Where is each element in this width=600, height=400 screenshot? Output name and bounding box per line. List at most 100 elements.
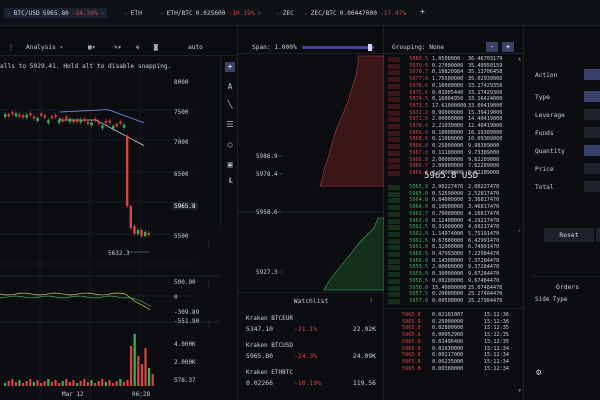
add-tab-button[interactable]: + bbox=[420, 7, 425, 16]
ask-row[interactable]: 5967.0 0.11100000 9.73389000 bbox=[388, 150, 508, 157]
bid-row[interactable]: 5961.5 0.67800000 6.42991470 bbox=[388, 238, 508, 245]
type-select[interactable] bbox=[584, 91, 600, 102]
bid-row[interactable]: 5965.0 0.52590000 2.52817470 bbox=[388, 191, 508, 198]
ask-row[interactable]: 5980.5 1.0500000 36.46703179 bbox=[388, 56, 508, 63]
row-total: 35.13706458 bbox=[468, 69, 503, 76]
volume-bar bbox=[151, 374, 154, 386]
scroll-up-icon[interactable]: ▲ bbox=[518, 56, 522, 62]
save-icon[interactable]: ▣ bbox=[227, 160, 233, 169]
star-icon[interactable]: ☆ bbox=[124, 9, 128, 17]
scale-mode-button[interactable]: auto bbox=[188, 44, 203, 51]
price-field[interactable] bbox=[584, 163, 600, 174]
ask-row[interactable]: 5978.7 0.10820984 35.13706458 bbox=[388, 69, 508, 76]
bid-row[interactable]: 5957.0 0.00500000 25.27984470 bbox=[388, 298, 508, 305]
star-icon[interactable]: ☆ bbox=[276, 9, 280, 17]
span-slider-handle[interactable] bbox=[368, 44, 372, 51]
ask-row[interactable]: 5977.6 1.75500000 35.02939000 bbox=[388, 76, 508, 83]
depth-bar bbox=[388, 205, 400, 211]
reset-button[interactable]: Reset bbox=[544, 228, 594, 242]
crosshair-icon[interactable]: + bbox=[225, 62, 235, 72]
ask-row[interactable]: 5968.6 0.11000000 10.09389000 bbox=[388, 136, 508, 143]
orderbook-scrollbar[interactable]: ▲ ▸ ▼ bbox=[518, 56, 522, 396]
ask-row[interactable]: 5973.5 17.61000000 33.00419000 bbox=[388, 103, 508, 110]
watchlist-item[interactable]: Kraken BTCEUR 5347.10 -21.1% 22.92K bbox=[246, 315, 376, 341]
watchlist-item[interactable]: Kraken BTCUSD 5965.80 -24.3% 24.09K bbox=[246, 342, 376, 368]
ask-row[interactable]: 5966.9 2.00000000 9.62289000 bbox=[388, 157, 508, 164]
leverage-select[interactable] bbox=[584, 109, 600, 120]
ask-row[interactable]: 5976.6 0.10000000 33.27429350 bbox=[388, 83, 508, 90]
menu-icon[interactable]: ⋮ bbox=[8, 44, 15, 51]
bid-row[interactable]: 5960.0 0.14300000 7.37284470 bbox=[388, 258, 508, 265]
submit-button[interactable] bbox=[596, 228, 600, 242]
star-icon[interactable]: ☆ bbox=[304, 9, 308, 17]
scroll-down-icon[interactable]: ▼ bbox=[518, 388, 522, 394]
bid-row[interactable]: 5959.5 2.00000000 9.37284470 bbox=[388, 264, 508, 271]
gear-icon[interactable]: ⚙ bbox=[536, 368, 542, 378]
bid-row[interactable]: 5964.0 0.10000000 3.46817470 bbox=[388, 204, 508, 211]
grouping-plus-button[interactable]: + bbox=[502, 42, 514, 52]
bid-row[interactable]: 5958.0 15.40000000 25.07484470 bbox=[388, 285, 508, 292]
close-icon[interactable]: × bbox=[100, 9, 105, 17]
panel-menu-icon: ⋮ bbox=[206, 281, 212, 288]
help-icon[interactable]: ? bbox=[369, 297, 373, 305]
ticker-tab-btcusd[interactable]: ☆ BTC/USD 5965.80 -24.39% × bbox=[4, 8, 108, 18]
ask-row[interactable]: 5968.0 0.25000000 9.98389000 bbox=[388, 143, 508, 150]
measure-icon[interactable]: ╙ bbox=[227, 178, 233, 187]
total-field[interactable] bbox=[584, 181, 600, 192]
layout-icon[interactable]: ▦▾ bbox=[88, 44, 96, 51]
candle bbox=[11, 112, 14, 115]
row-size: 0.16004950 bbox=[432, 96, 464, 103]
candle bbox=[47, 120, 50, 124]
fib-tool-icon[interactable]: ☰ bbox=[226, 120, 234, 129]
camera-icon[interactable]: ◙ bbox=[154, 44, 158, 51]
ask-row[interactable]: 5971.0 2.00000000 14.40419000 bbox=[388, 116, 508, 123]
star-icon[interactable]: ☆ bbox=[160, 9, 164, 17]
bid-row[interactable]: 5958.5 0.00200000 9.67484470 bbox=[388, 278, 508, 285]
analysis-menu[interactable]: Analysis ▾ bbox=[26, 44, 63, 51]
star-icon[interactable]: ☆ bbox=[7, 9, 11, 17]
ticker-tab-ethbtc[interactable]: ☆ ETH/BTC 0.025600 -10.19% × bbox=[160, 8, 261, 18]
bid-row[interactable]: 5962.0 1.14974000 5.75191470 bbox=[388, 231, 508, 238]
ask-row[interactable]: 5972.2 0.99000000 15.39419000 bbox=[388, 110, 508, 117]
orders-tab[interactable]: Orders bbox=[532, 276, 600, 294]
pencil-icon[interactable]: ✎▾ bbox=[114, 44, 122, 51]
bid-row[interactable]: 5963.7 0.70000000 4.16817470 bbox=[388, 211, 508, 218]
ask-row[interactable]: 5969.0 0.10000000 10.19389000 bbox=[388, 130, 508, 137]
quantity-field[interactable] bbox=[584, 145, 600, 156]
volume-bar bbox=[86, 382, 89, 386]
candle bbox=[61, 119, 64, 122]
funds-field[interactable] bbox=[584, 127, 600, 138]
watchlist-item[interactable]: Kraken ETHBTC 0.02266 -10.19% 119.56 bbox=[246, 369, 376, 395]
bid-row[interactable]: 5957.5 0.20000000 25.27484470 bbox=[388, 291, 508, 298]
ticker-tab-zec[interactable]: ☆ ZEC bbox=[276, 8, 294, 18]
watchlist-name: Kraken ETHBTC bbox=[246, 369, 293, 376]
ticker-tab-eth[interactable]: ☆ ETH bbox=[124, 8, 142, 18]
ask-row[interactable]: 5975.6 0.01005440 33.17429360 bbox=[388, 90, 508, 97]
ask-row[interactable]: 5966.1 0.10000000 5.62289000 bbox=[388, 170, 508, 177]
bid-row[interactable]: 5964.8 0.84000000 3.36817470 bbox=[388, 197, 508, 204]
target-icon[interactable]: ⊕ bbox=[136, 44, 140, 51]
line-tool-icon[interactable]: ╲ bbox=[227, 100, 233, 109]
row-total: 3.36817470 bbox=[468, 197, 500, 204]
action-select[interactable] bbox=[584, 69, 600, 80]
ask-row[interactable]: 5966.7 2.00000000 7.62289000 bbox=[388, 163, 508, 170]
ticker-tab-zecbtc[interactable]: ☆ ZEC/BTC 0.00447000 -17.47% bbox=[304, 8, 406, 18]
grouping-minus-button[interactable]: - bbox=[486, 42, 498, 52]
price-chart[interactable]: 5632.3 8000 7500 7000 6500 5965.8 5500 500.00 0 -… bbox=[0, 56, 220, 400]
bid-row[interactable]: 5960.5 0.47993000 7.22984470 bbox=[388, 251, 508, 258]
bid-row[interactable]: 5961.0 0.32000000 6.74991470 bbox=[388, 244, 508, 251]
trade-time: 15:12:34 bbox=[484, 352, 509, 359]
scroll-right-icon[interactable]: ▸ bbox=[518, 228, 522, 234]
ask-row[interactable]: 5970.0 2.21030000 12.40419000 bbox=[388, 123, 508, 130]
bid-row[interactable]: 5959.0 0.30000000 9.67284470 bbox=[388, 271, 508, 278]
circle-tool-icon[interactable]: ○ bbox=[227, 140, 233, 149]
ask-row[interactable]: 5974.5 0.16004950 33.16424000 bbox=[388, 96, 508, 103]
bid-row[interactable]: 5963.0 0.12400000 4.29217470 bbox=[388, 218, 508, 225]
depth-chart[interactable]: 5986.9 5978.4 5958.6 5927.3 bbox=[238, 54, 384, 292]
ask-row[interactable]: 5979.5 0.27000000 35.40950159 bbox=[388, 63, 508, 70]
span-slider[interactable] bbox=[302, 46, 374, 49]
bid-row[interactable]: 5962.5 0.31000000 4.60217470 bbox=[388, 224, 508, 231]
text-tool-icon[interactable]: A bbox=[227, 82, 233, 91]
bid-row[interactable]: 5965.8 2.00227470 2.00227470 bbox=[388, 184, 508, 191]
close-icon[interactable]: × bbox=[257, 9, 262, 17]
